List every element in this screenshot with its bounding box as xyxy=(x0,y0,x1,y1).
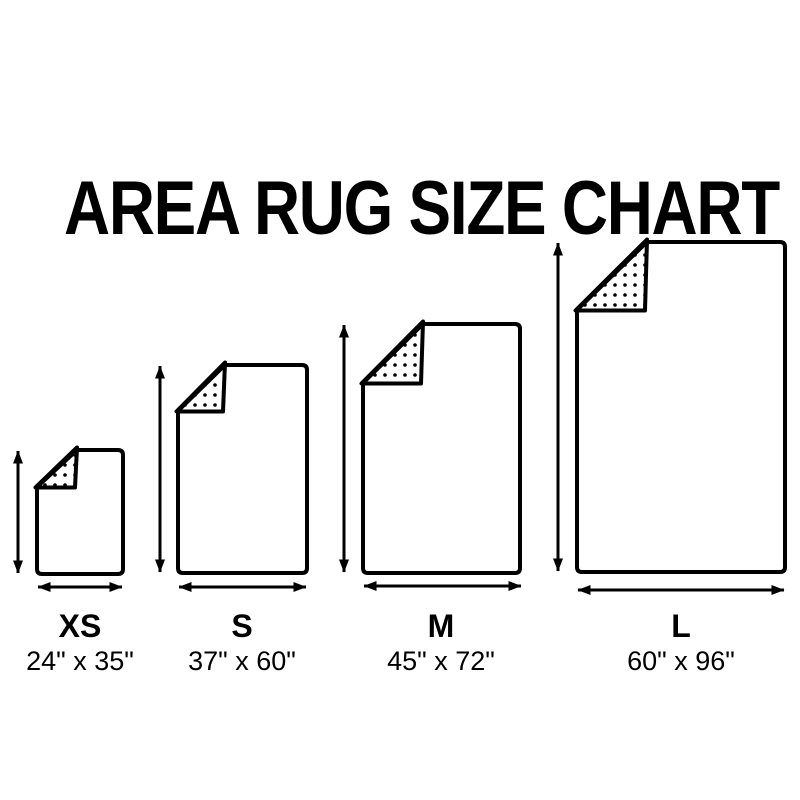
rug-diagram-s xyxy=(155,360,309,592)
folded-corner xyxy=(573,237,649,313)
rug-outline xyxy=(575,240,787,574)
page-title: AREA RUG SIZE CHART xyxy=(64,165,780,251)
folded-corner xyxy=(359,319,425,386)
size-dimensions-l: 60" x 96" xyxy=(627,646,735,676)
size-label-m: M xyxy=(427,608,455,644)
size-label-s: S xyxy=(231,608,253,644)
rug-diagram-xs xyxy=(13,445,125,592)
size-dimensions-xs: 24" x 35" xyxy=(26,646,134,676)
rug-outline xyxy=(176,363,309,575)
size-dimensions-m: 45" x 72" xyxy=(387,646,495,676)
size-dimensions-s: 37" x 60" xyxy=(188,646,296,676)
size-label-xs: XS xyxy=(58,608,102,644)
rug-diagram-l xyxy=(553,237,787,595)
rug-outline xyxy=(361,322,522,575)
size-label-l: L xyxy=(671,608,691,644)
rug-diagram-m xyxy=(339,319,522,591)
folded-corner xyxy=(174,360,227,414)
rug-outline xyxy=(35,448,125,576)
folded-corner xyxy=(33,445,79,490)
